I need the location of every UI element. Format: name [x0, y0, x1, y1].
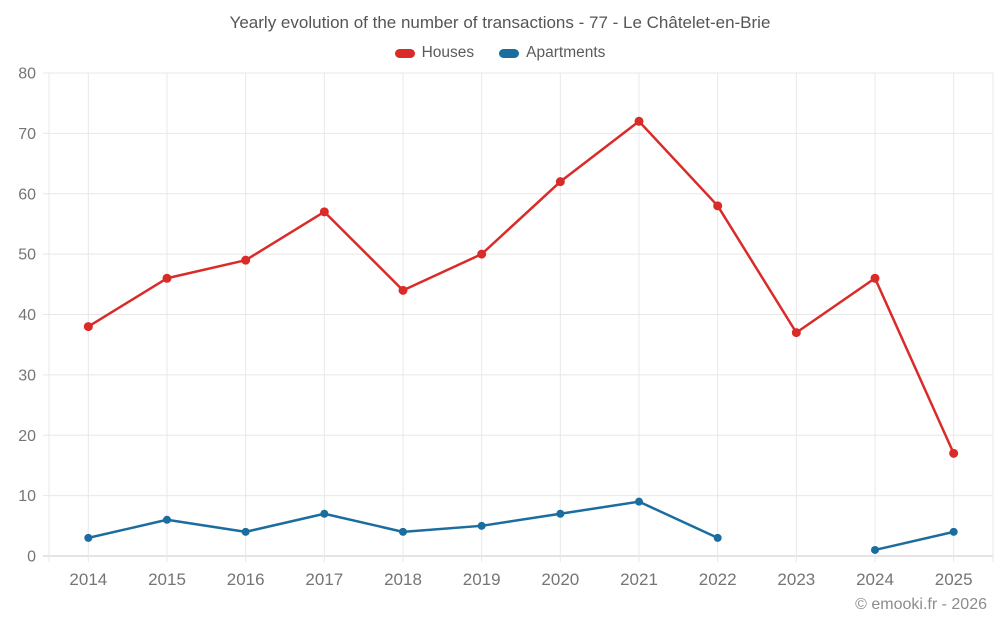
x-tick-label: 2025	[935, 570, 973, 589]
houses-point-2021[interactable]	[634, 116, 644, 126]
apartments-line	[873, 530, 955, 552]
houses-point-2024[interactable]	[870, 273, 880, 283]
houses-point-2023[interactable]	[791, 328, 801, 338]
apartments-legend-label: Apartments	[526, 44, 606, 61]
chart-title: Yearly evolution of the number of transa…	[229, 13, 771, 32]
houses-point-2017[interactable]	[319, 207, 329, 217]
x-tick-label: 2024	[856, 570, 894, 589]
legend-item-houses[interactable]: Houses	[394, 44, 475, 62]
y-tick-label: 80	[18, 66, 36, 83]
y-tick-label: 70	[18, 126, 36, 143]
legend-item-apartments[interactable]: Apartments	[499, 44, 605, 62]
y-tick-label: 50	[18, 247, 36, 264]
apartments-point-2015[interactable]	[163, 515, 171, 524]
houses-point-2018[interactable]	[398, 285, 408, 295]
y-tick-label: 60	[18, 186, 36, 203]
legend: Houses Apartments	[0, 44, 1000, 62]
houses-swatch-icon	[394, 48, 415, 58]
houses-point-2020[interactable]	[555, 177, 565, 187]
x-tick-label: 2017	[305, 570, 343, 589]
houses-point-2025[interactable]	[949, 448, 959, 458]
apartments-point-2018[interactable]	[399, 527, 407, 536]
houses-point-2019[interactable]	[477, 249, 487, 259]
apartments-point-2017[interactable]	[320, 509, 329, 518]
houses-point-2014[interactable]	[83, 322, 93, 332]
y-tick-label: 30	[18, 367, 36, 384]
y-tick-label: 0	[27, 549, 36, 566]
apartments-point-2022[interactable]	[713, 533, 722, 542]
x-tick-label: 2019	[463, 570, 501, 589]
x-tick-label: 2016	[227, 570, 265, 589]
x-tick-label: 2018	[384, 570, 422, 589]
y-tick-label: 40	[18, 307, 36, 324]
houses-point-2022[interactable]	[713, 201, 723, 211]
y-tick-label: 20	[18, 428, 36, 445]
apartments-point-2014[interactable]	[84, 533, 93, 542]
x-tick-label: 2014	[69, 570, 107, 589]
x-tick-label: 2020	[541, 570, 579, 589]
apartments-point-2021[interactable]	[635, 497, 643, 506]
apartments-point-2025[interactable]	[949, 527, 958, 536]
apartments-swatch-icon	[499, 48, 520, 58]
houses-line	[87, 120, 955, 455]
apartments-point-2019[interactable]	[477, 521, 486, 530]
x-tick-label: 2021	[620, 570, 658, 589]
apartments-point-2016[interactable]	[241, 527, 250, 536]
houses-point-2015[interactable]	[162, 273, 172, 283]
y-tick-label: 10	[18, 488, 36, 505]
houses-legend-label: Houses	[421, 44, 475, 61]
x-tick-label: 2023	[777, 570, 815, 589]
x-tick-label: 2015	[148, 570, 186, 589]
houses-point-2016[interactable]	[241, 255, 251, 265]
x-tick-label: 2022	[699, 570, 737, 589]
copyright-watermark: © emooki.fr - 2026	[855, 596, 987, 613]
apartments-point-2024[interactable]	[871, 545, 879, 554]
apartments-point-2020[interactable]	[556, 509, 565, 518]
